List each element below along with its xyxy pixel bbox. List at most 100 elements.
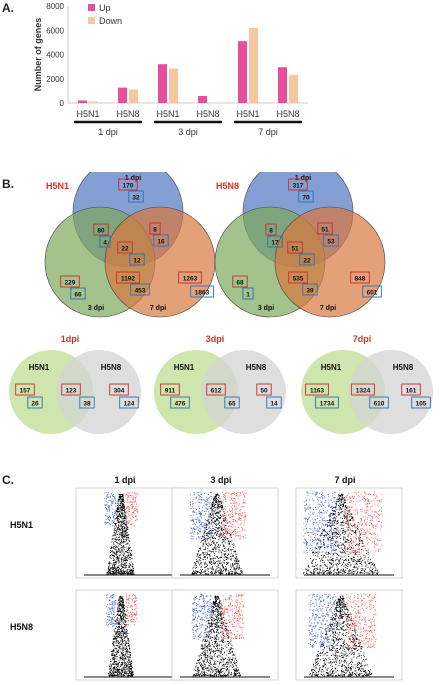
down-count: 17 [271,240,279,247]
down-count: 65 [228,401,236,408]
x-tick-label: H5N1 [156,109,179,119]
up-count: 170 [123,183,134,190]
down-count: 22 [303,258,311,265]
up-count: 304 [114,388,125,395]
y-tick-label: 6000 [46,26,64,35]
up-count-box [109,383,129,396]
venn-label-top: 1 dpi [295,175,311,182]
volcano-ns-points [108,595,134,677]
down-count: 4 [103,240,107,247]
volcano-plot [295,589,403,681]
venn-label-top: 1 dpi [125,175,141,182]
down-count-box [369,396,389,409]
volcano-frame [171,487,279,579]
volcano-up-points [345,593,377,649]
volcano-row-label: H5N8 [10,622,33,632]
legend-swatch-up [88,4,95,11]
up-count-box [256,383,272,396]
down-count-box [299,253,315,266]
down-count: 70 [302,195,310,202]
volcano-down-points [104,492,117,527]
x-tick-label: H5N8 [196,109,219,119]
down-count-box [70,287,86,300]
down-count: 610 [374,401,385,408]
up-count: 8 [153,227,157,234]
volcano-frame [295,589,403,681]
down-count: 105 [416,401,427,408]
down-count: 12 [133,258,141,265]
bar-down [169,68,178,103]
up-count-box [401,383,421,396]
down-count: 16 [157,239,165,246]
down-count: 53 [327,239,335,246]
down-count-box [224,396,240,409]
x-tick-label: H5N1 [236,109,259,119]
up-count: 1324 [356,388,371,395]
down-count-box [315,396,339,409]
down-count-box [266,396,282,409]
bar-up [198,95,207,103]
up-count-box [160,383,180,396]
bar-up [118,87,127,103]
volcano-down-points [105,594,117,627]
y-tick-label: 0 [60,99,65,108]
volcano-column-label: 7 dpi [334,475,355,485]
volcano-plot [75,589,183,681]
volcano-up-points [125,491,139,526]
up-count: 157 [20,388,31,395]
up-count: 68 [236,280,244,287]
up-count-box [350,271,370,284]
volcano-down-points [308,593,337,649]
venn-label-right: 7 dpi [150,305,166,312]
x-tick-label: H5N8 [116,109,139,119]
up-count: 123 [66,388,77,395]
group-label: 7 dpi [258,127,278,137]
venn-label-left: H5N1 [29,363,50,372]
down-count-box [190,285,214,298]
y-tick-label: 4000 [46,51,64,60]
group-label: 3 dpi [178,127,198,137]
down-count-box [411,396,431,409]
down-count-box [170,396,190,409]
legend-label-up: Up [99,3,111,13]
up-count-box [149,222,161,235]
venn-title: 7dpi [353,334,372,344]
venn-label-right: H5N8 [393,363,414,372]
bar-up [238,41,247,103]
up-count: 1163 [310,388,324,395]
y-axis-label: Number of genes [33,18,43,92]
x-tick-label: H5N8 [276,109,299,119]
up-count: 911 [165,388,176,395]
up-count: 535 [293,276,304,283]
venn-circle-h5n8 [57,350,141,434]
volcano-down-points [303,491,337,553]
down-count-box [242,287,254,300]
volcano-ns-points [192,595,241,677]
up-count: 50 [260,388,268,395]
down-count-box [130,283,150,296]
up-count-box [60,275,80,288]
up-count-box [206,383,226,396]
down-count-box [119,396,139,409]
down-count: 476 [175,401,186,408]
venn-label-left: 3 dpi [88,305,104,312]
down-count: 1863 [195,290,210,297]
volcano-plot [295,487,403,579]
up-count-box [288,178,308,191]
up-count: 8 [269,228,273,235]
y-tick-label: 8000 [46,2,64,11]
down-count: 39 [306,288,314,295]
panel-c-letter: C. [2,473,14,487]
down-count: 32 [132,195,140,202]
legend-swatch-down [88,17,95,24]
up-count-box [265,223,277,236]
down-count: 1 [246,292,250,299]
down-count-box [79,396,95,409]
bar-down [249,27,258,104]
panel-b-letter: B. [2,177,14,191]
venn-circle-h5n8 [349,350,433,434]
venn-title: 3dpi [206,334,225,344]
up-count: 80 [97,228,105,235]
venn-title: H5N1 [46,181,69,191]
down-count-box [99,235,111,248]
